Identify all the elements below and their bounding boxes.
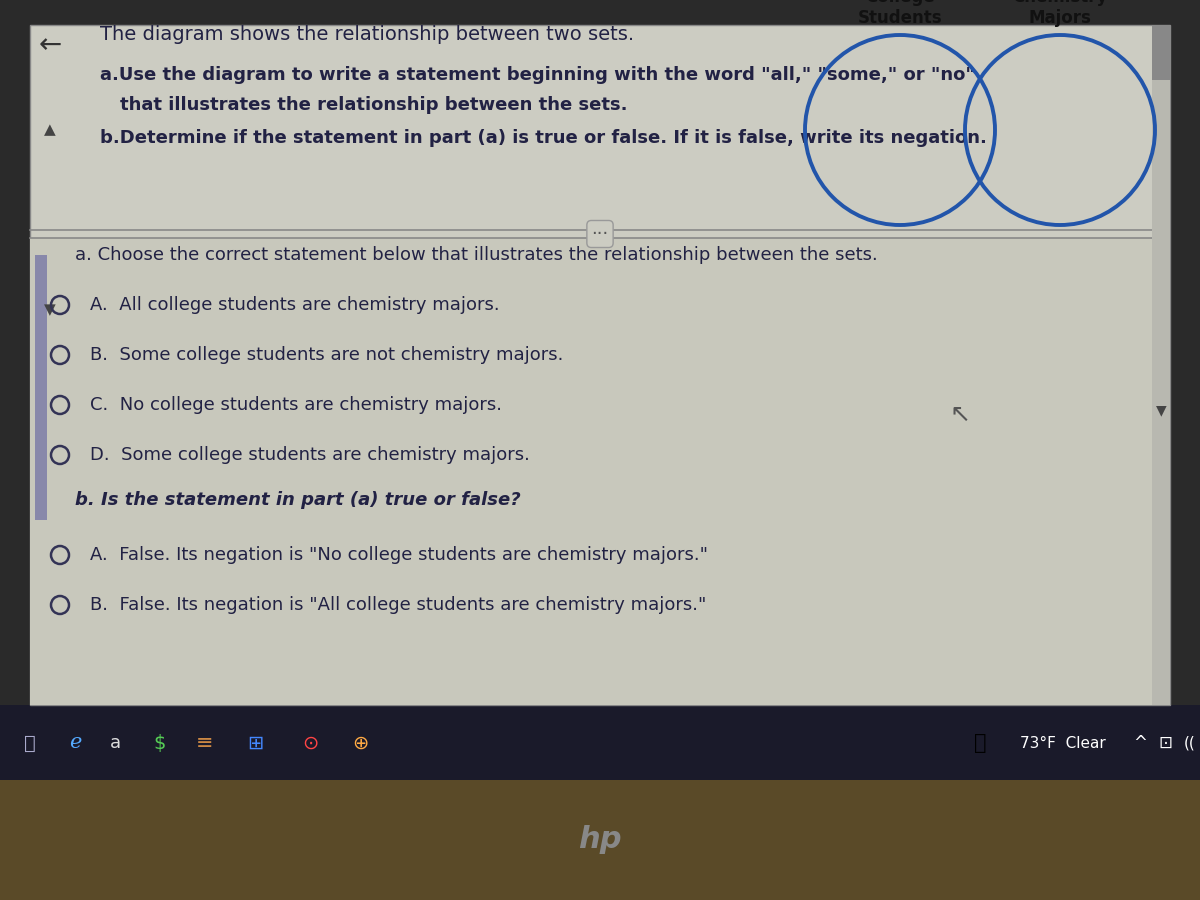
Text: $: $ xyxy=(154,734,166,752)
Text: ···: ··· xyxy=(592,225,608,243)
Text: a. Choose the correct statement below that illustrates the relationship between : a. Choose the correct statement below th… xyxy=(74,246,877,264)
Text: ≡: ≡ xyxy=(197,733,214,753)
Text: The diagram shows the relationship between two sets.: The diagram shows the relationship betwe… xyxy=(100,25,634,44)
Text: ⊡: ⊡ xyxy=(1158,734,1172,752)
Text: 目: 目 xyxy=(24,734,36,752)
Text: ^: ^ xyxy=(1133,734,1147,752)
FancyBboxPatch shape xyxy=(0,705,1200,780)
Text: ▲: ▲ xyxy=(44,122,56,138)
Text: 🌙: 🌙 xyxy=(973,733,986,753)
Text: ←: ← xyxy=(38,31,61,59)
Text: ⊕: ⊕ xyxy=(352,734,368,752)
Text: ▼: ▼ xyxy=(1156,403,1166,417)
Text: College
Students: College Students xyxy=(858,0,942,27)
Text: ↖: ↖ xyxy=(949,403,971,427)
FancyBboxPatch shape xyxy=(0,780,1200,900)
Text: b.Determine if the statement in part (a) is true or false. If it is false, write: b.Determine if the statement in part (a)… xyxy=(100,129,986,147)
Text: e: e xyxy=(68,734,82,752)
Text: D.  Some college students are chemistry majors.: D. Some college students are chemistry m… xyxy=(90,446,530,464)
Text: a: a xyxy=(109,734,120,752)
FancyBboxPatch shape xyxy=(1152,25,1170,705)
Text: a.Use the diagram to write a statement beginning with the word "all," "some," or: a.Use the diagram to write a statement b… xyxy=(100,66,974,84)
Text: that illustrates the relationship between the sets.: that illustrates the relationship betwee… xyxy=(120,96,628,114)
Text: b. Is the statement in part (a) true or false?: b. Is the statement in part (a) true or … xyxy=(74,491,521,509)
Text: ▼: ▼ xyxy=(44,302,56,318)
Text: B.  False. Its negation is "All college students are chemistry majors.": B. False. Its negation is "All college s… xyxy=(90,596,707,614)
Text: 73°F  Clear: 73°F Clear xyxy=(1020,735,1105,751)
Text: Chemistry
Majors: Chemistry Majors xyxy=(1013,0,1108,27)
Text: A.  False. Its negation is "No college students are chemistry majors.": A. False. Its negation is "No college st… xyxy=(90,546,708,564)
FancyBboxPatch shape xyxy=(30,238,1170,705)
FancyBboxPatch shape xyxy=(30,25,1170,705)
Text: hp: hp xyxy=(578,825,622,854)
Text: A.  All college students are chemistry majors.: A. All college students are chemistry ma… xyxy=(90,296,499,314)
Text: ⊙: ⊙ xyxy=(302,734,318,752)
Text: ((: (( xyxy=(1184,735,1196,751)
FancyBboxPatch shape xyxy=(35,255,47,520)
Text: ⊞: ⊞ xyxy=(247,734,263,752)
FancyBboxPatch shape xyxy=(1152,25,1170,80)
Text: B.  Some college students are not chemistry majors.: B. Some college students are not chemist… xyxy=(90,346,563,364)
Text: C.  No college students are chemistry majors.: C. No college students are chemistry maj… xyxy=(90,396,502,414)
